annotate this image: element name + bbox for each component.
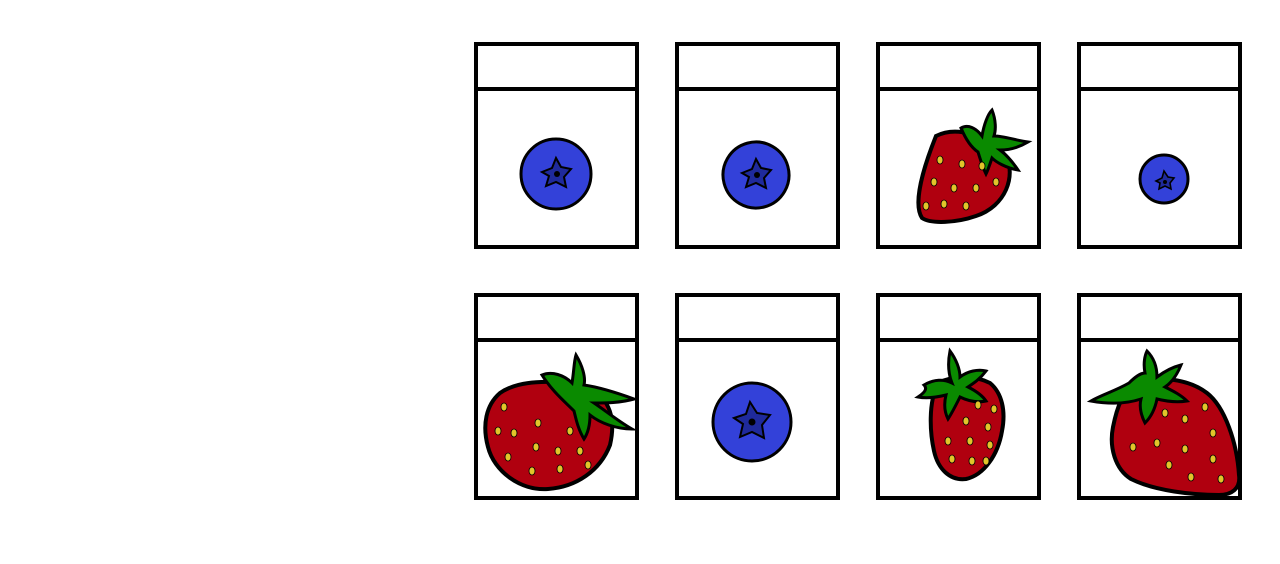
card-3[interactable] (876, 42, 1041, 249)
card-7-label (880, 297, 1037, 342)
blueberry-icon (711, 381, 793, 463)
card-6-label (679, 297, 836, 342)
card-8-label (1081, 297, 1238, 342)
card-4[interactable] (1077, 42, 1242, 249)
card-8[interactable] (1077, 293, 1242, 500)
strawberry-icon (914, 347, 1006, 482)
card-4-label (1081, 46, 1238, 91)
card-2-label (679, 46, 836, 91)
blueberry-icon (519, 137, 593, 211)
strawberry-icon (483, 351, 639, 492)
card-2[interactable] (675, 42, 840, 249)
strawberry-icon (916, 107, 1033, 224)
blueberry-icon (721, 140, 791, 210)
card-5-label (478, 297, 635, 342)
card-1-label (478, 46, 635, 91)
card-3-label (880, 46, 1037, 91)
card-5[interactable] (474, 293, 639, 500)
card-6[interactable] (675, 293, 840, 500)
blueberry-icon (1138, 153, 1190, 205)
strawberry-icon (1086, 348, 1242, 498)
card-1[interactable] (474, 42, 639, 249)
card-7[interactable] (876, 293, 1041, 500)
